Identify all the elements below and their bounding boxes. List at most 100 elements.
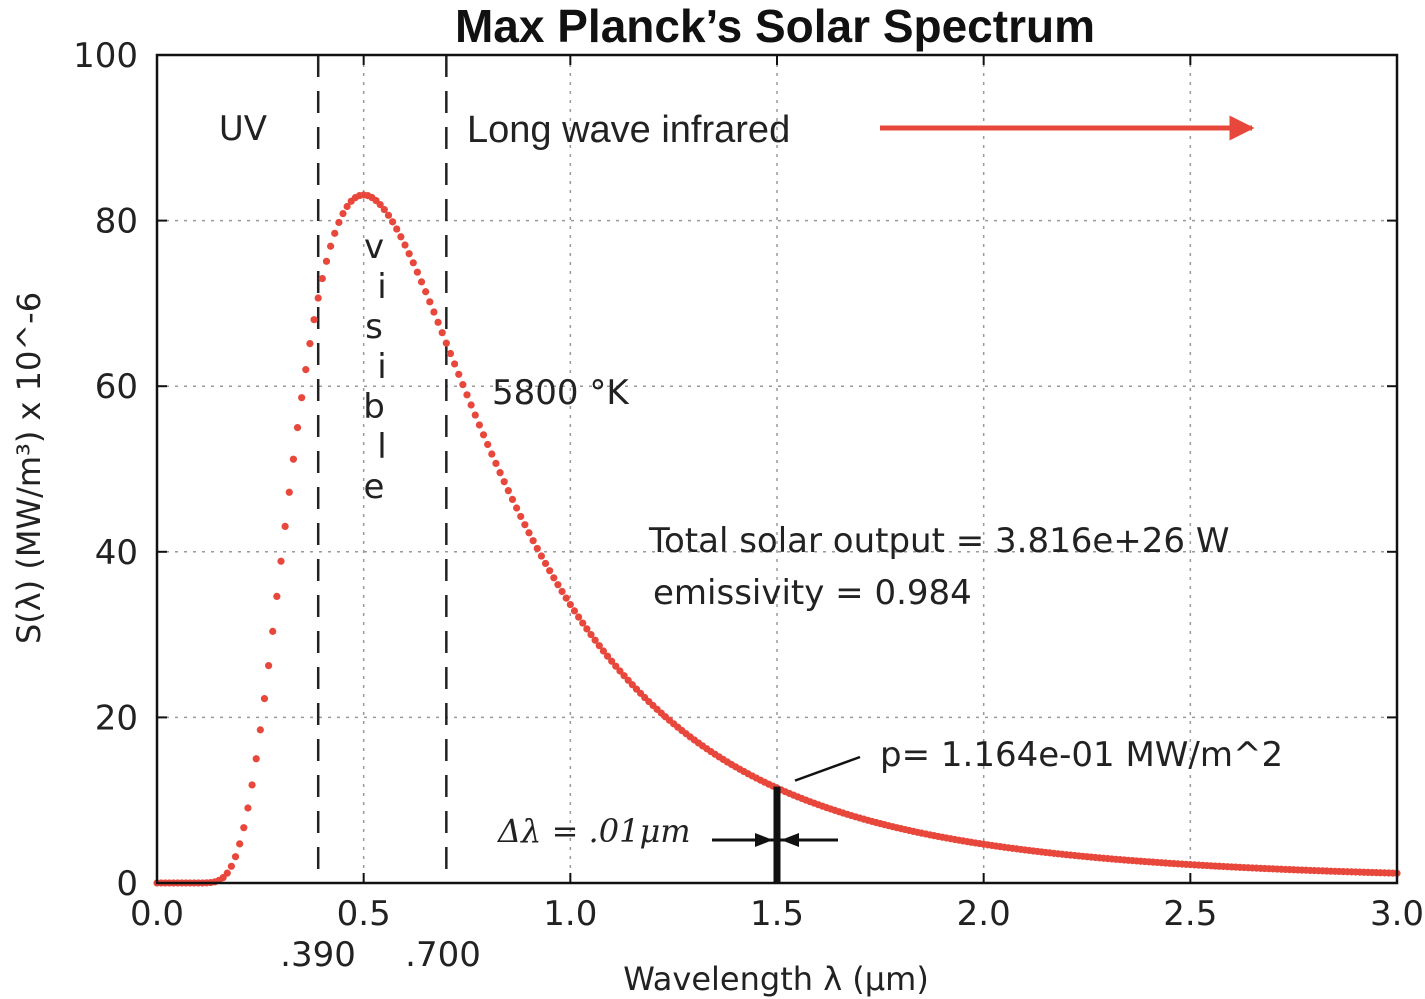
visible-letter: b [363,387,385,427]
data-point [599,647,608,655]
data-point [273,592,281,601]
data-point [496,469,504,477]
x-tick-label: 0.0 [130,894,184,934]
longwave-infrared-label: Long wave infrared [467,109,790,151]
data-point [231,853,240,861]
y-tick-label: 100 [73,36,138,76]
y-tick-label: 0 [116,864,138,904]
total-output-label: Total solar output = 3.816e+26 W [648,521,1229,561]
data-point [608,657,616,665]
data-point [537,552,546,560]
data-point [587,631,595,639]
data-point [562,594,570,602]
data-point [318,274,326,283]
data-point [525,529,533,537]
delta-arrow-right [781,833,799,847]
data-point [310,316,318,324]
visible-letter: i [377,347,386,387]
data-point [376,201,384,209]
x-axis-label: Wavelength λ (μm) [623,960,929,998]
data-point [417,278,426,286]
data-point [298,394,306,402]
data-point [252,755,260,763]
data-point [405,250,413,258]
emissivity-label: emissivity = 0.984 [653,573,972,613]
data-point [223,869,231,877]
data-point [393,225,401,233]
data-point [343,202,351,211]
data-point [236,840,244,848]
data-point [422,288,430,296]
data-point [285,488,293,496]
chart-title: Max Planck’s Solar Spectrum [455,0,1095,52]
data-point [331,229,339,237]
data-point [322,257,331,265]
data-point [492,459,500,468]
data-point [306,339,314,348]
data-point [533,544,541,553]
data-point [558,587,566,596]
data-point [459,381,467,389]
data-point [302,366,310,374]
data-point [620,672,628,680]
data-point [579,619,587,627]
data-point [463,391,471,399]
spectrum-series [153,191,1401,887]
data-point [451,360,459,368]
data-point [335,218,343,227]
boundary-label-390: .390 [280,935,356,975]
data-point [508,495,517,504]
data-point [293,424,302,432]
data-point [401,241,409,249]
data-point [455,370,463,378]
region-boundaries [316,55,448,883]
data-point [554,581,562,589]
x-tick-label: 1.5 [750,894,804,934]
x-tick-label: 1.0 [543,894,597,934]
data-point [541,559,550,568]
data-point [339,209,347,218]
data-point [248,781,256,789]
data-point [289,455,297,463]
data-point [277,557,285,565]
y-tick-label: 60 [95,367,138,407]
visible-letter: i [377,267,386,307]
power-label: p= 1.164e-01 MW/m^2 [880,735,1283,775]
data-point [265,662,273,670]
data-point [430,308,438,316]
data-point [227,862,235,870]
data-point [244,804,252,812]
visible-letter: v [364,227,384,267]
data-point [434,318,442,326]
data-point [500,478,508,486]
data-point [529,537,537,545]
data-point [380,205,388,214]
data-point [471,411,479,419]
data-point [446,349,455,358]
data-point [327,242,335,250]
y-tick-label: 40 [95,533,138,573]
data-point [570,607,579,615]
delta-lambda-label: Δλ = .01μm [496,812,691,850]
data-point [397,233,405,241]
boundary-label-700: .700 [405,935,481,975]
x-tick-label: 3.0 [1370,894,1424,934]
visible-letter: s [365,307,383,347]
data-point [517,512,525,521]
data-point [595,642,603,650]
delta-arrow-left [755,833,773,847]
visible-letter: e [364,467,385,507]
data-point [488,450,496,458]
data-point [612,662,620,670]
data-point [550,574,558,582]
sample-bin-marker [712,755,861,883]
x-tick-label: 2.0 [957,894,1011,934]
data-point [413,268,421,276]
data-point [603,652,612,660]
data-point [479,431,488,439]
y-tick-label: 20 [95,698,138,738]
data-point [384,211,393,219]
data-point [521,521,529,529]
